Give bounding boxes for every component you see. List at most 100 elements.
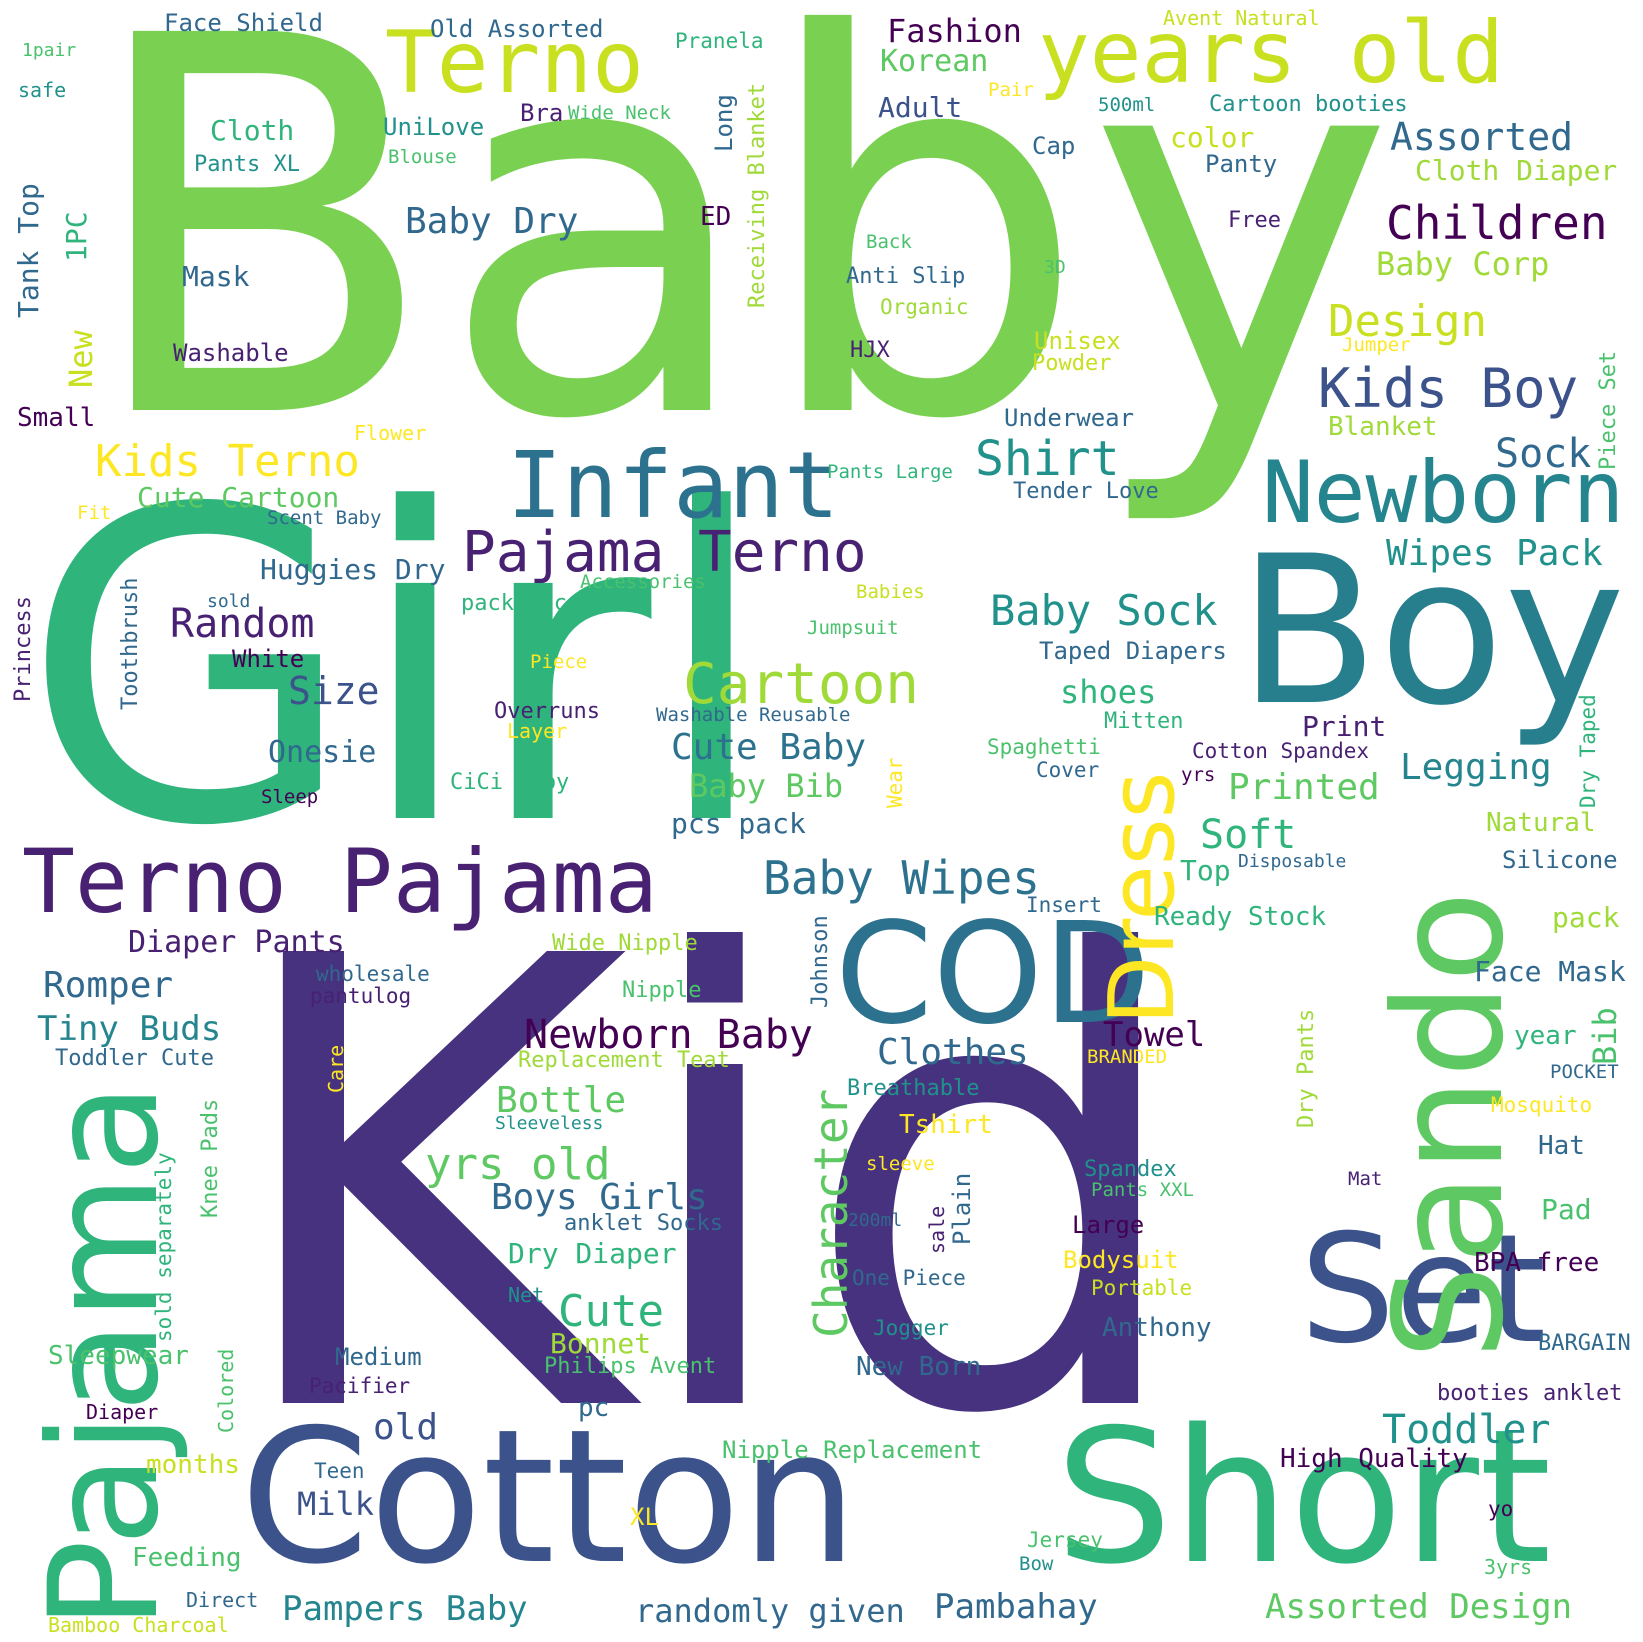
word-towel: Towel: [1103, 1015, 1206, 1055]
word-large: Large: [1072, 1211, 1145, 1239]
word-cute-baby: Cute Baby: [671, 727, 867, 768]
word-soft: Soft: [1200, 812, 1297, 858]
word-pocket: POCKET: [1550, 1061, 1619, 1083]
word-mitten: Mitten: [1104, 709, 1184, 734]
word-pack: pack: [1552, 901, 1620, 934]
word-receiving-blanket: Receiving Blanket: [745, 82, 770, 308]
word-mat: Mat: [1348, 1168, 1383, 1190]
word-washable-reusable: Washable Reusable: [656, 704, 851, 726]
word-wide-nipple: Wide Nipple: [552, 931, 698, 956]
word-baby-wipes: Baby Wipes: [763, 851, 1040, 905]
word-small: Small: [17, 403, 96, 433]
word-nipple: Nipple: [622, 978, 702, 1003]
word-branded: BRANDED: [1087, 1046, 1168, 1068]
word-wear: Wear: [883, 757, 907, 808]
word-3yrs: 3yrs: [1484, 1555, 1533, 1579]
word-pants-large: Pants Large: [827, 461, 953, 483]
word-nipple-replacement: Nipple Replacement: [722, 1436, 983, 1464]
word-pranela: Pranela: [675, 29, 764, 53]
word-children: Children: [1386, 196, 1608, 250]
word-anthony: Anthony: [1102, 1313, 1212, 1343]
word-babies: Babies: [856, 581, 925, 603]
word-cloth-diaper: Cloth Diaper: [1415, 154, 1618, 187]
word-pacifier: Pacifier: [309, 1374, 411, 1398]
word-new-born: New Born: [856, 1352, 982, 1382]
word-tank-top: Tank Top: [12, 183, 45, 318]
word-piece-set: Piece Set: [1596, 350, 1621, 470]
word-net: Net: [508, 1283, 545, 1307]
word-flower: Flower: [354, 421, 427, 445]
word-500ml: 500ml: [1098, 94, 1156, 116]
word-jumpsuit: Jumpsuit: [807, 617, 899, 639]
word-pad: Pad: [1541, 1193, 1592, 1226]
word-bpa-free: BPA free: [1474, 1248, 1600, 1278]
word-short: Short: [1055, 1389, 1552, 1605]
word-jersey: Jersey: [1027, 1528, 1103, 1552]
word-one-piece: One Piece: [852, 1266, 966, 1290]
word-new: New: [62, 330, 100, 388]
word-pampers-baby: Pampers Baby: [282, 1589, 528, 1629]
word-high-quality: High Quality: [1280, 1444, 1468, 1474]
word-overruns: Overruns: [494, 699, 600, 724]
word-milk: Milk: [297, 1485, 375, 1523]
word-mask: Mask: [182, 260, 250, 293]
word-anti-slip: Anti Slip: [846, 264, 966, 289]
word-blouse: Blouse: [388, 146, 457, 168]
word-bamboo-charcoal: Bamboo Charcoal: [48, 1613, 229, 1637]
word-spaghetti: Spaghetti: [987, 735, 1101, 759]
word-tiny-buds: Tiny Buds: [37, 1009, 222, 1049]
word-feeding: Feeding: [132, 1543, 242, 1573]
word-cute: Cute: [558, 1286, 664, 1337]
word-cover: Cover: [1036, 758, 1100, 782]
word-assorted-design: Assorted Design: [1265, 1587, 1573, 1627]
word-wide-neck: Wide Neck: [568, 102, 671, 124]
word-hat: Hat: [1538, 1131, 1585, 1161]
word-korean: Korean: [880, 44, 989, 79]
word-size: Size: [288, 669, 380, 713]
word-scent-baby: Scent Baby: [267, 507, 382, 529]
word-taped-diapers: Taped Diapers: [1039, 637, 1227, 665]
word-baby: Baby: [82, 0, 1396, 533]
word-200ml: 200ml: [848, 1210, 903, 1231]
word-anklet-socks: anklet Socks: [564, 1211, 723, 1236]
word-bib: Bib: [1586, 1007, 1624, 1065]
word-onesie: Onesie: [268, 735, 377, 770]
word-diaper: Diaper: [86, 1400, 159, 1424]
word-piece: Piece: [530, 651, 588, 673]
word-bodysuit: Bodysuit: [1063, 1246, 1179, 1274]
word-clothes: Clothes: [877, 1032, 1029, 1073]
word-legging: Legging: [1400, 747, 1552, 788]
word-dry-taped: Dry Taped: [1576, 694, 1600, 808]
word-pajama-terno: Pajama Terno: [462, 520, 867, 585]
word-wholesale: wholesale: [316, 962, 430, 986]
word-boy: Boy: [1238, 513, 1626, 751]
word-free: Free: [1228, 208, 1281, 233]
word-plain: Plain: [948, 1172, 976, 1245]
word-booties-anklet: booties anklet: [1437, 1381, 1623, 1406]
word-packs-pcs: packs pcs: [461, 591, 581, 616]
word-huggies-dry: Huggies Dry: [260, 553, 446, 586]
word-cotton-spandex: Cotton Spandex: [1192, 739, 1370, 763]
word-infant: Infant: [507, 432, 840, 539]
word-knee-pads: Knee Pads: [198, 1098, 223, 1218]
word-color: color: [1170, 121, 1255, 154]
word-long: Long: [710, 94, 738, 152]
word-avent-natural: Avent Natural: [1163, 6, 1320, 30]
word-sleep: Sleep: [261, 786, 319, 808]
word-dry-diaper: Dry Diaper: [508, 1237, 677, 1270]
word-randomly-given: randomly given: [635, 1592, 905, 1630]
word-fashion: Fashion: [887, 12, 1022, 50]
word-1pair: 1pair: [22, 40, 77, 61]
word-design: Design: [1328, 296, 1487, 347]
word-pants-xxl: Pants XXL: [1091, 1179, 1194, 1201]
word-cod: COD: [835, 893, 1151, 1056]
word-dress: Dress: [1090, 771, 1195, 1025]
word-cartoon: Cartoon: [683, 652, 920, 717]
word-kids-boy: Kids Boy: [1318, 357, 1579, 420]
word-bra: Bra: [520, 99, 564, 127]
word-care: Care: [324, 1044, 348, 1093]
word-toothbrush: Toothbrush: [118, 577, 143, 710]
word-baby-bib: Baby Bib: [689, 767, 844, 805]
word-sock: Sock: [1495, 431, 1592, 477]
